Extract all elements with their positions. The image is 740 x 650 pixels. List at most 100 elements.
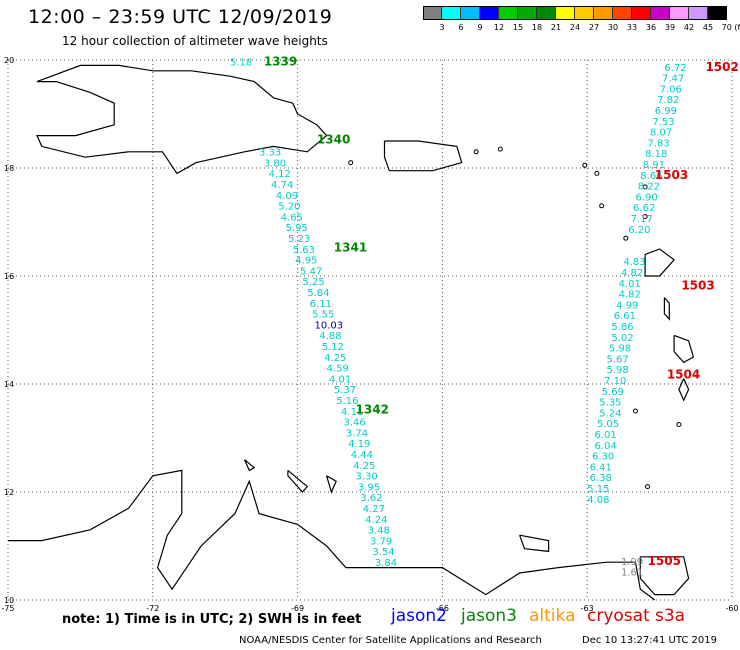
latitude-label: 18: [4, 164, 14, 173]
colorbar-swatch: [537, 6, 556, 20]
chart-title: 12:00 – 23:59 UTC 12/09/2019: [28, 6, 333, 28]
latitude-label: 10: [4, 596, 14, 605]
wave-height-label: 4.09: [276, 191, 298, 202]
wave-height-label: 6.20: [628, 225, 650, 236]
legend-s3a: s3a: [655, 606, 686, 626]
coastline: [519, 534, 550, 553]
colorbar-label: 39: [664, 23, 676, 32]
colorbar-swatch: [689, 6, 708, 20]
pass-number-label: 1339: [264, 54, 297, 68]
wave-height-label: 4.88: [319, 331, 341, 342]
wave-height-label: 7.83: [648, 138, 670, 149]
colorbar-swatch: [613, 6, 632, 20]
wave-height-label: 3.30: [356, 472, 378, 483]
colorbar-swatch: [480, 6, 499, 20]
wave-height-label: 5.25: [302, 277, 324, 288]
latitude-label: 20: [4, 56, 14, 65]
wave-height-label: 5.24: [599, 408, 621, 419]
wave-height-label: 4.25: [324, 353, 346, 364]
colorbar-swatch: [461, 6, 480, 20]
colorbar-swatch: [442, 6, 461, 20]
wave-height-label: 10.03: [314, 320, 343, 331]
wave-height-label: 8.18: [645, 149, 667, 160]
wave-height-label: 6.62: [633, 203, 655, 214]
wave-height-label: 6.04: [594, 441, 616, 452]
colorbar-swatch: [575, 6, 594, 20]
wave-height-label: 5.05: [597, 419, 619, 430]
wave-height-label: 6.41: [590, 462, 612, 473]
wave-height-label: 3.74: [346, 428, 368, 439]
wave-height-label: 5.95: [286, 223, 308, 234]
colorbar-label: 45: [702, 23, 714, 32]
colorbar-swatch: [594, 6, 613, 20]
colorbar-label: 36: [645, 23, 657, 32]
wave-height-label: 4.24: [365, 515, 387, 526]
wave-height-label: 5.15: [587, 484, 609, 495]
colorbar-label: 30: [607, 23, 619, 32]
wave-height-label: 6.61: [614, 311, 636, 322]
wave-height-label: 3.84: [375, 558, 397, 569]
colorbar-label: 12: [493, 23, 505, 32]
wave-height-label: 4.25: [353, 461, 375, 472]
wave-height-label: 8.91: [643, 160, 665, 171]
wave-height-label: 7.82: [657, 95, 679, 106]
wave-height-label: 3.79: [370, 536, 392, 547]
coastline: [243, 459, 256, 472]
credit-text: NOAA/NESDIS Center for Satellite Applica…: [239, 635, 542, 646]
pass-number-label: 1340: [317, 133, 350, 147]
pass-number-label: 1503: [681, 279, 714, 293]
colorbar-label: 6: [458, 23, 464, 32]
longitude-label: -75: [1, 604, 14, 613]
wave-height-label: 4.19: [348, 439, 370, 450]
colorbar-swatch: [499, 6, 518, 20]
colorbar-label: 9: [477, 23, 483, 32]
wave-height-label: 4.44: [351, 450, 373, 461]
legend-jason3: jason3: [461, 606, 517, 626]
wave-height-label: 8.66: [640, 171, 662, 182]
longitude-label: -60: [725, 604, 738, 613]
wave-height-label: 5.23: [288, 234, 310, 245]
wave-height-label: 4.08: [587, 495, 609, 506]
wave-height-label: 4.95: [295, 256, 317, 267]
wave-height-label: 4.11: [341, 407, 363, 418]
colorbar-swatch: [556, 6, 575, 20]
colorbar-swatch: [651, 6, 670, 20]
wave-height-label: 3.80: [264, 158, 286, 169]
longitude-label: -72: [146, 604, 159, 613]
wave-height-label: 7.53: [652, 117, 674, 128]
wave-height-label: 7.17: [631, 214, 653, 225]
wave-height-label: 3.48: [368, 526, 390, 537]
wave-height-label: 5.86: [611, 322, 633, 333]
wave-height-label: 5.16: [336, 396, 358, 407]
wave-height-label: 4.27: [363, 504, 385, 515]
wave-height-label: 4.01: [619, 279, 641, 290]
wave-height-label: 5.47: [300, 266, 322, 277]
wave-height-label: 4.82: [619, 290, 641, 301]
legend-cryosat: cryosat: [587, 606, 650, 626]
coastline: [8, 469, 656, 601]
colorbar-swatch: [518, 6, 537, 20]
island-outline: [348, 160, 354, 166]
wave-height-label: 5.37: [334, 385, 356, 396]
island-outline: [623, 235, 629, 241]
island-outline: [632, 408, 638, 414]
colorbar-label: 3: [439, 23, 445, 32]
legend-altika: altika: [529, 606, 576, 626]
colorbar-label: 70 (ft): [721, 23, 740, 32]
wave-height-label: 6.72: [664, 63, 686, 74]
wave-height-label: 4.83: [623, 257, 645, 268]
island-outline: [582, 162, 588, 168]
wave-height-label: 8.22: [638, 182, 660, 193]
wave-height-label: 5.18: [230, 57, 252, 68]
wave-height-label: 7.10: [604, 376, 626, 387]
colorbar-swatch: [632, 6, 651, 20]
longitude-label: -66: [436, 604, 449, 613]
wave-height-label: 6.30: [592, 452, 614, 463]
wave-height-label: 4.74: [271, 180, 293, 191]
coastline: [644, 248, 675, 277]
coastline: [663, 297, 670, 321]
pass-number-label: 1502: [705, 60, 738, 74]
island-outline: [642, 184, 648, 190]
colorbar-label: 24: [569, 23, 581, 32]
